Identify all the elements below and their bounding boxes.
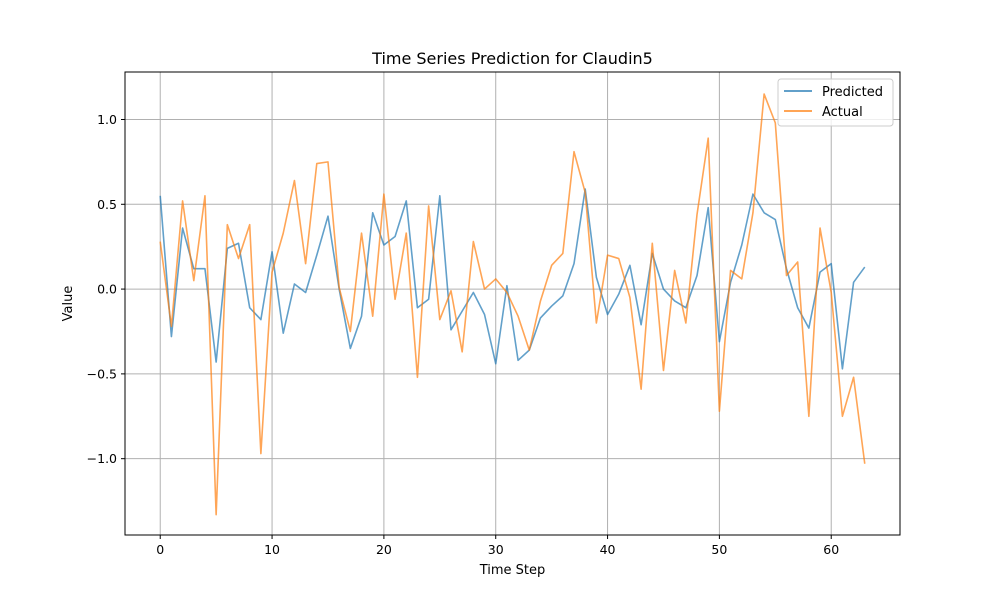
x-tick-label: 60 [823, 542, 839, 557]
chart-title: Time Series Prediction for Claudin5 [371, 49, 653, 68]
x-tick-label: 10 [264, 542, 280, 557]
x-tick-label: 30 [488, 542, 504, 557]
series-lines [159, 93, 866, 516]
legend-label-predicted: Predicted [822, 85, 883, 100]
x-axis-label: Time Step [479, 563, 546, 578]
x-tick-label: 0 [156, 542, 164, 557]
y-axis-label: Value [61, 286, 76, 322]
y-tick-label: 1.0 [97, 112, 117, 127]
x-tick-label: 40 [600, 542, 616, 557]
series-line-actual [159, 93, 866, 516]
x-tick-label: 50 [711, 542, 727, 557]
y-tick-label: −1.0 [87, 451, 117, 466]
y-tick-label: 0.5 [97, 197, 117, 212]
series-line-predicted [159, 188, 866, 370]
legend: Predicted Actual [777, 78, 894, 127]
axis-ticks: 0 10 20 30 40 50 60 −1.0 −0.5 0.0 0.5 1.0 [87, 112, 840, 557]
y-tick-label: −0.5 [87, 366, 117, 381]
legend-label-actual: Actual [822, 105, 863, 120]
x-tick-label: 20 [376, 542, 392, 557]
plot-area-frame [124, 71, 901, 536]
y-tick-label: 0.0 [97, 282, 117, 297]
grid [125, 72, 900, 535]
